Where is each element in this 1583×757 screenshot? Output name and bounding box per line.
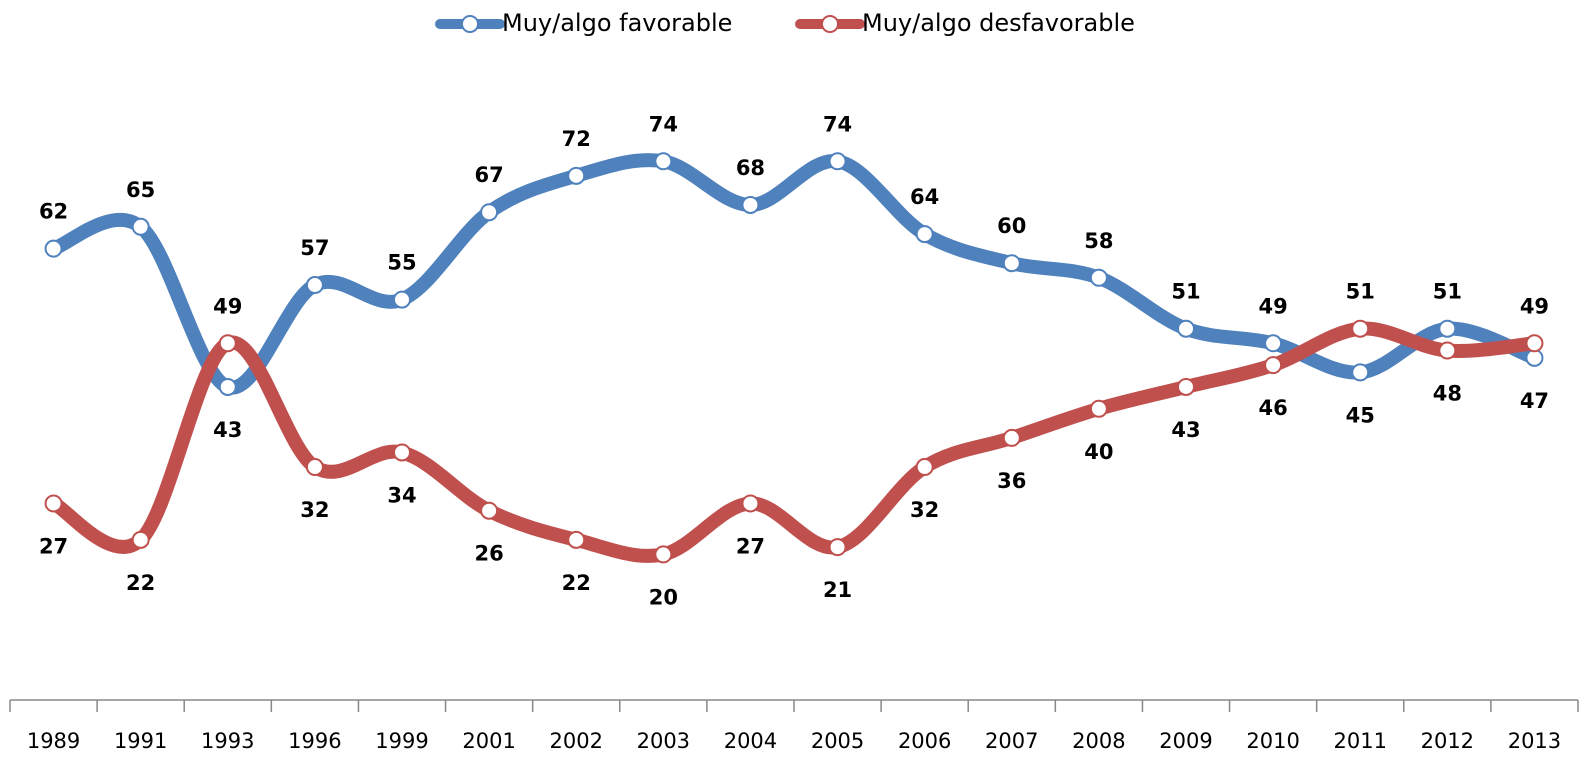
x-tick-label: 2001	[462, 729, 515, 753]
data-label: 74	[823, 112, 852, 136]
data-label: 49	[1520, 294, 1549, 318]
x-tick-label: 2003	[637, 729, 690, 753]
data-point	[44, 239, 63, 258]
data-label: 45	[1346, 403, 1375, 427]
data-point	[480, 203, 499, 222]
x-tick-label: 2002	[549, 729, 602, 753]
data-point	[218, 334, 237, 353]
data-label: 21	[823, 578, 852, 602]
x-tick-label: 2012	[1421, 729, 1474, 753]
data-label: 51	[1171, 280, 1200, 304]
data-point	[305, 458, 324, 477]
data-point	[741, 195, 760, 214]
data-point	[567, 166, 586, 185]
data-label: 72	[562, 127, 591, 151]
data-point	[1002, 254, 1021, 273]
data-point	[828, 152, 847, 171]
x-tick-label: 2010	[1246, 729, 1299, 753]
data-label: 48	[1433, 382, 1462, 406]
data-point	[654, 545, 673, 564]
data-label: 51	[1346, 280, 1375, 304]
data-label: 27	[39, 534, 68, 558]
data-point	[305, 276, 324, 295]
data-label: 58	[1084, 229, 1113, 253]
x-tick-label: 2008	[1072, 729, 1125, 753]
data-label: 49	[1258, 294, 1287, 318]
legend-label: Muy/algo favorable	[502, 9, 732, 37]
x-tick-label: 2013	[1508, 729, 1561, 753]
data-label: 34	[387, 483, 416, 507]
data-label: 47	[1520, 389, 1549, 413]
data-point	[1438, 319, 1457, 338]
data-point	[915, 458, 934, 477]
data-point	[1438, 341, 1457, 360]
legend-label: Muy/algo desfavorable	[862, 9, 1135, 37]
x-tick-label: 2009	[1159, 729, 1212, 753]
data-label: 22	[562, 571, 591, 595]
data-label: 46	[1258, 396, 1287, 420]
data-label: 74	[649, 112, 678, 136]
data-label: 32	[910, 498, 939, 522]
data-point	[1177, 377, 1195, 396]
data-point	[741, 494, 760, 513]
data-point	[131, 530, 150, 549]
data-point	[1351, 363, 1370, 382]
x-tick-label: 1996	[288, 729, 341, 753]
data-label: 40	[1084, 440, 1113, 464]
data-point	[393, 290, 411, 309]
data-point	[1089, 268, 1108, 287]
data-point	[1177, 319, 1195, 338]
x-tick-label: 1993	[201, 729, 254, 753]
data-point	[1089, 399, 1108, 418]
data-label: 60	[997, 214, 1026, 238]
x-tick-label: 1999	[375, 729, 428, 753]
data-label: 57	[300, 236, 329, 260]
data-label: 36	[997, 469, 1026, 493]
data-label: 22	[126, 571, 155, 595]
data-label: 55	[387, 251, 416, 275]
data-label: 51	[1433, 280, 1462, 304]
data-point	[828, 538, 847, 557]
data-point	[480, 501, 499, 520]
data-label: 32	[300, 498, 329, 522]
data-point	[44, 494, 63, 513]
data-label: 64	[910, 185, 939, 209]
x-tick-label: 2007	[985, 729, 1038, 753]
x-tick-label: 1991	[114, 729, 167, 753]
x-tick-label: 2006	[898, 729, 951, 753]
data-label: 43	[1171, 418, 1200, 442]
x-tick-label: 1989	[27, 729, 80, 753]
data-label: 62	[39, 200, 68, 224]
data-label: 20	[649, 585, 678, 609]
data-label: 68	[736, 156, 765, 180]
data-point	[915, 225, 934, 244]
data-point	[1525, 334, 1544, 353]
data-label: 27	[736, 534, 765, 558]
x-tick-label: 2004	[724, 729, 777, 753]
legend-marker	[821, 15, 839, 33]
x-tick-label: 2005	[811, 729, 864, 753]
data-point	[1264, 334, 1283, 353]
data-label: 26	[474, 542, 503, 566]
data-label: 43	[213, 418, 242, 442]
x-tick-label: 2011	[1333, 729, 1386, 753]
data-point	[393, 443, 411, 462]
data-point	[1264, 356, 1283, 375]
data-point	[1002, 428, 1021, 447]
data-point	[218, 377, 237, 396]
data-point	[1351, 319, 1370, 338]
data-label: 49	[213, 294, 242, 318]
data-label: 67	[474, 163, 503, 187]
data-point	[131, 217, 150, 236]
data-point	[567, 530, 586, 549]
data-point	[654, 152, 673, 171]
legend-marker	[461, 15, 479, 33]
data-label: 65	[126, 178, 155, 202]
